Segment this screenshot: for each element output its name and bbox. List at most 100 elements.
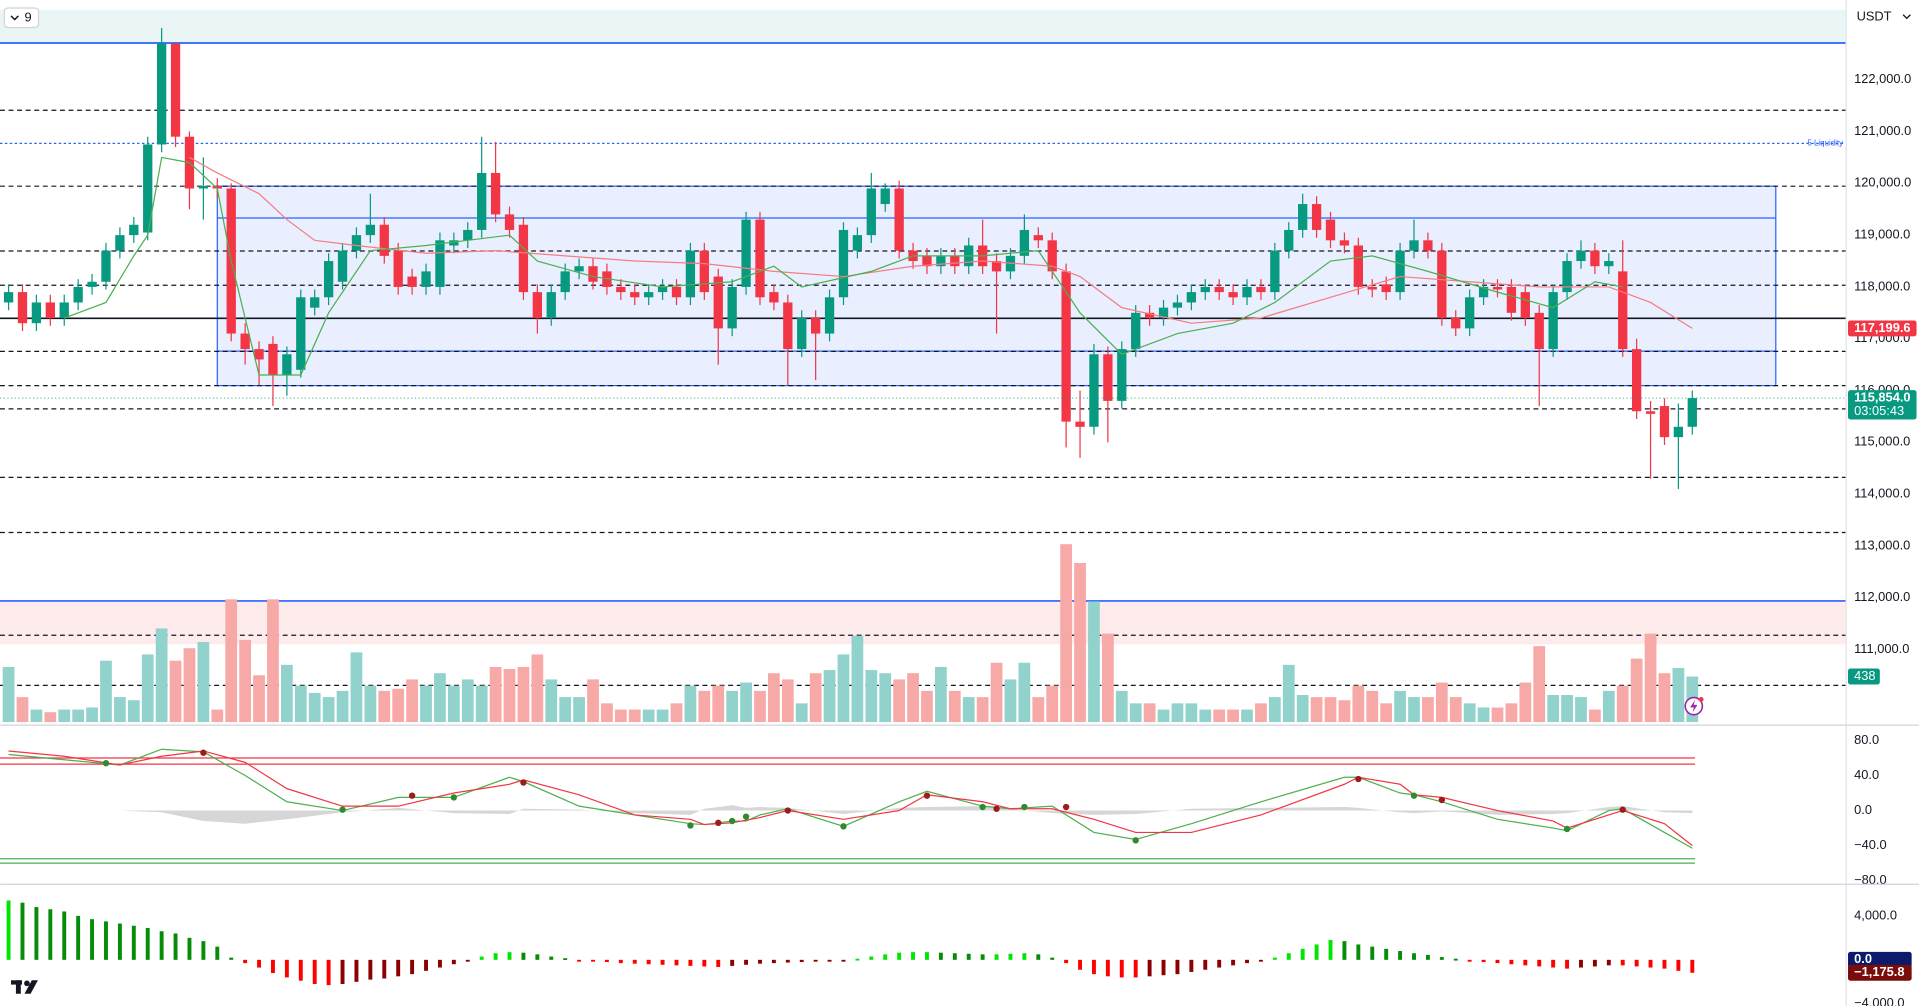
histogram-bar <box>1439 957 1444 960</box>
histogram-bar <box>1258 959 1263 962</box>
candle-body <box>1492 286 1503 290</box>
volume-bar <box>837 654 850 723</box>
candle-body <box>880 188 890 205</box>
candle-body <box>1367 286 1377 290</box>
volume-bar <box>127 700 140 723</box>
candle-body <box>1631 349 1642 412</box>
cross-dot <box>1021 803 1028 811</box>
histogram-bar <box>243 959 248 964</box>
histogram-bar <box>396 959 401 977</box>
histogram-bar <box>1425 954 1430 960</box>
candle-body <box>755 219 765 298</box>
alert-icon[interactable] <box>1684 696 1704 716</box>
histogram-bar <box>771 959 776 964</box>
histogram-bar <box>1495 959 1500 964</box>
volume-bar <box>197 641 210 723</box>
candle-body <box>296 297 306 370</box>
volume-bar <box>670 703 683 723</box>
volume-label: 438 <box>1854 668 1875 683</box>
histogram-bar <box>521 952 526 960</box>
histogram-bar <box>758 959 762 964</box>
icon-bolt <box>1690 700 1698 713</box>
volume-bar <box>1505 703 1518 723</box>
histogram-bar <box>451 959 456 965</box>
logo-part <box>24 980 38 994</box>
volume-bar <box>489 666 502 723</box>
histogram-bar <box>62 911 67 960</box>
candle-body <box>1256 286 1266 293</box>
histogram-bar <box>48 909 53 960</box>
price-label-box <box>1848 390 1917 420</box>
y-tick-label: 119,000.0 <box>1854 227 1910 242</box>
volume-bar <box>768 673 780 723</box>
histogram-bar <box>1175 959 1180 975</box>
volume-bar <box>740 682 752 723</box>
histogram-bar <box>1078 959 1082 970</box>
volume-bar <box>1310 697 1323 723</box>
currency-label[interactable]: USDT <box>1857 9 1892 24</box>
histogram-bar <box>1509 959 1514 965</box>
legend-toggle[interactable]: 9 <box>3 7 40 29</box>
candle-body <box>1228 292 1238 298</box>
histogram-bar <box>1272 957 1277 960</box>
candle-body <box>1075 421 1085 427</box>
volume-bar <box>503 669 516 723</box>
candle-body <box>1214 286 1224 293</box>
candle-body <box>1284 229 1294 251</box>
candle-body <box>17 292 28 324</box>
histogram-bar <box>1523 959 1528 966</box>
histogram-bar <box>1481 959 1486 963</box>
volume-bar <box>1129 703 1142 723</box>
candle-body <box>1409 240 1419 251</box>
candle-body <box>449 240 459 246</box>
volume-bar <box>893 679 906 723</box>
candle-body <box>1562 261 1572 293</box>
histogram-bar <box>1064 959 1069 964</box>
volume-bar <box>601 703 613 723</box>
histogram-bar <box>340 959 345 985</box>
volume-bar <box>559 697 572 723</box>
logo[interactable] <box>11 980 38 994</box>
histogram-bar <box>855 958 860 961</box>
histogram-bar <box>1398 951 1403 960</box>
candle-body <box>560 271 570 293</box>
volume-bar <box>865 670 878 723</box>
histogram-bar <box>424 959 428 971</box>
candle-body <box>254 349 264 360</box>
currency-selector[interactable]: USDT <box>1857 9 1911 24</box>
logo-part <box>15 980 21 994</box>
histogram-bar <box>577 959 582 962</box>
volume-bar <box>517 666 530 723</box>
volume-bar <box>2 666 15 723</box>
toggle-box[interactable] <box>3 7 40 29</box>
histogram-bar <box>1592 959 1597 967</box>
histogram-bar <box>76 915 81 960</box>
y-tick-label: 40.0 <box>1854 767 1879 782</box>
candle-body <box>212 185 222 189</box>
histogram-bar <box>813 959 818 962</box>
candle-body <box>936 255 946 267</box>
candle-body <box>477 172 487 230</box>
cross-dot <box>715 819 722 826</box>
volume-bar <box>1060 544 1072 723</box>
y-tick-label: 0.0 <box>1854 802 1872 817</box>
histogram-bar <box>215 946 220 960</box>
histogram-bar <box>257 959 262 968</box>
candle-body <box>783 302 793 350</box>
histogram-bar <box>229 957 234 960</box>
indicator-label: 0.0 <box>1854 951 1872 966</box>
candle-body <box>922 255 932 267</box>
histogram-bar <box>897 952 902 960</box>
volume-bar <box>962 697 975 723</box>
histogram-bar <box>1370 946 1375 960</box>
volume-bar <box>1004 679 1017 723</box>
volume-bar <box>726 690 739 723</box>
candle-body <box>1534 312 1544 350</box>
volume-bar <box>155 628 168 723</box>
volume-bar <box>1408 697 1420 723</box>
volume-bar <box>1171 703 1184 723</box>
volume-bar <box>169 660 182 723</box>
cross-dot <box>1410 792 1418 799</box>
candle-body <box>1047 240 1057 272</box>
